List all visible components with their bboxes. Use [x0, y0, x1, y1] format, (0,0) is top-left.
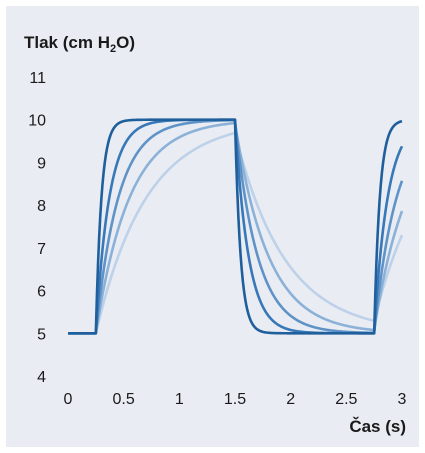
- x-tick-label: 1.5: [224, 391, 246, 408]
- series-group: [68, 118, 404, 335]
- y-tick-label: 7: [37, 241, 46, 258]
- y-tick-label: 9: [37, 155, 46, 172]
- y-tick-label: 5: [37, 326, 46, 343]
- y-tick-label: 8: [37, 198, 46, 215]
- y-tick-label: 10: [28, 113, 46, 130]
- y-tick-label: 4: [37, 369, 46, 386]
- y-axis-ticks: 4 5 6 7 8 9 10 11: [28, 70, 46, 386]
- x-tick-label: 2: [286, 391, 295, 408]
- x-axis-title: Čas (s): [349, 417, 406, 436]
- series-line-5: [68, 131, 404, 335]
- x-tick-label: 1: [175, 391, 184, 408]
- x-tick-label: 3: [398, 391, 407, 408]
- y-tick-label: 6: [37, 284, 46, 301]
- x-axis-ticks: 0 0.5 1 1.5 2 2.5 3: [64, 391, 407, 408]
- y-axis-title: Tlak (cm H2O): [24, 33, 135, 55]
- x-tick-label: 0.5: [113, 391, 135, 408]
- x-tick-label: 2.5: [335, 391, 357, 408]
- y-tick-label: 11: [29, 70, 46, 87]
- x-tick-label: 0: [64, 391, 73, 408]
- series-line-4: [68, 121, 404, 335]
- series-line-1: [68, 118, 403, 335]
- chart-panel: [6, 6, 419, 447]
